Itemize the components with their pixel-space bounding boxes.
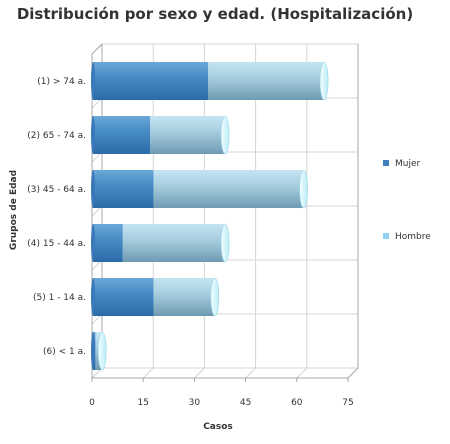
legend-label: Mujer [395,159,421,169]
bar-mujer [93,224,123,262]
bar-hombre [150,116,226,154]
bar-cap-hombre [220,223,230,263]
wall-edge [91,43,103,55]
y-tick-label: (3) 45 - 64 a. [27,185,86,195]
grid-line-floor [194,367,205,379]
grid-line-floor [245,367,256,379]
grid-line-floor [296,367,308,379]
x-axis-ticks: 0 15 30 45 60 75 [89,378,354,408]
bar-base [91,224,95,262]
bar-hombre [122,224,226,262]
bar-base [91,116,95,154]
bar-mujer [93,62,209,100]
bar-base [91,62,95,100]
legend-swatch [383,233,389,239]
y-tick-label: (6) < 1 a. [43,347,86,357]
y-tick-label: (4) 15 - 44 a. [27,239,86,249]
y-axis-ticks: (1) > 74 a. (2) 65 - 74 a. (3) 45 - 64 a. (… [27,77,86,357]
y-tick-label: (2) 65 - 74 a. [27,131,86,141]
legend-label: Hombre [395,232,431,242]
x-tick-label: 45 [240,398,251,408]
bar-hombre [153,170,304,208]
bar-hombre [153,278,215,316]
x-tick-label: 30 [189,398,201,408]
bar-mujer [93,116,151,154]
bar-cap-hombre [299,169,308,209]
bar-mujer [93,278,154,316]
bars [91,61,329,371]
legend-swatch [383,160,389,166]
bar-cap-hombre [319,61,329,101]
bar-base [91,278,95,316]
bar-cap-hombre [210,277,220,317]
x-tick-label: 0 [89,398,95,408]
bar-base [91,170,95,208]
bar-cap-hombre [220,115,230,155]
bar-mujer [93,170,154,208]
legend: Mujer Hombre [383,159,431,242]
bar-hombre [208,62,325,100]
y-axis-title: Grupos de Edad [9,170,19,250]
y-tick-label: (5) 1 - 14 a. [33,293,86,303]
x-tick-label: 15 [137,398,148,408]
grid-line-floor [142,367,154,379]
bar-cap-hombre [97,331,107,371]
x-axis-title: Casos [203,422,233,432]
x-tick-label: 60 [291,398,303,408]
chart-title: Distribución por sexo y edad. (Hospitali… [17,5,413,23]
bar-base [91,332,95,370]
y-tick-label: (1) > 74 a. [37,77,86,87]
x-tick-label: 75 [342,398,353,408]
floor-edge [347,367,359,379]
